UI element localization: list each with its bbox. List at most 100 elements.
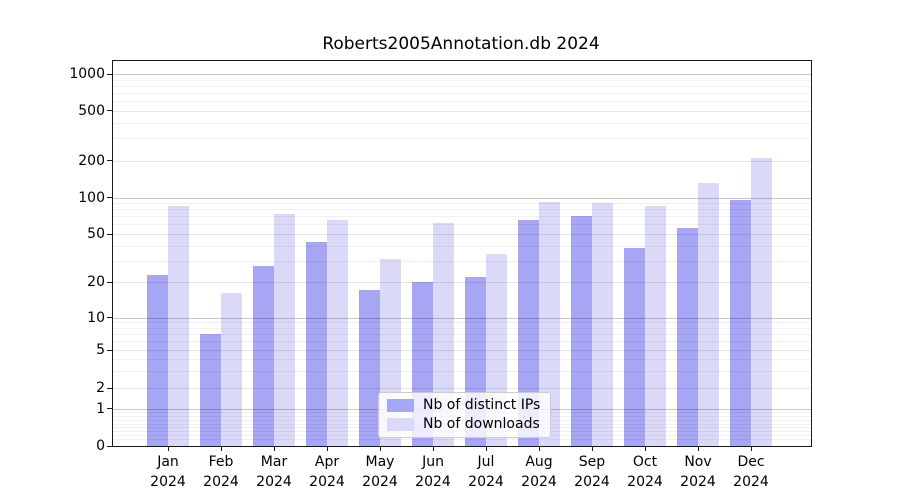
x-axis-tick-label: Oct 2024: [627, 454, 663, 490]
gridline: [113, 388, 811, 389]
bar-distinct-ips: [359, 290, 380, 446]
y-axis-tick-label: 5: [96, 342, 105, 358]
bar-downloads: [751, 157, 772, 446]
x-axis-tick: [485, 447, 487, 451]
minor-gridline: [113, 334, 811, 336]
bar-downloads: [433, 222, 454, 446]
bar-distinct-ips: [624, 248, 645, 446]
minor-gridline: [113, 438, 811, 440]
bar-downloads: [645, 206, 666, 446]
y-axis-tick: [107, 233, 112, 235]
minor-gridline: [113, 260, 811, 262]
minor-gridline: [113, 359, 811, 361]
minor-gridline: [113, 216, 811, 218]
x-axis-tick: [750, 447, 752, 451]
x-axis-tick: [220, 447, 222, 451]
y-axis-tick: [107, 197, 112, 198]
gridline: [113, 110, 811, 112]
bar-downloads: [592, 203, 613, 446]
x-axis-tick: [591, 447, 593, 451]
bar-downloads: [168, 206, 189, 446]
minor-gridline: [113, 79, 811, 81]
y-axis-tick-label: 20: [87, 274, 105, 290]
minor-gridline: [113, 100, 811, 102]
y-axis-tick: [107, 387, 112, 389]
plot-area: 0 1 2 5 10 20 50 100 200 500 1000 Jan 2024 Feb 2024 M…: [69, 60, 812, 490]
y-axis-tick: [107, 110, 112, 111]
bar-downloads: [698, 183, 719, 446]
y-axis-tick: [107, 349, 112, 351]
major-gridline: [113, 74, 811, 75]
legend-label: Nb of distinct IPs: [423, 397, 541, 413]
y-axis-tick-label: 500: [78, 102, 105, 119]
y-axis-tick: [107, 317, 112, 318]
legend-swatch-distinct-ips: [387, 399, 414, 412]
bar-downloads: [327, 220, 348, 446]
bar-distinct-ips: [200, 334, 221, 446]
x-axis-tick-label: Aug 2024: [521, 454, 557, 490]
x-axis-tick: [167, 447, 169, 451]
bar-distinct-ips: [253, 266, 274, 446]
minor-gridline: [113, 209, 811, 211]
bar-downloads: [221, 293, 242, 446]
gridline: [113, 160, 811, 162]
bar-downloads: [539, 201, 560, 446]
bar-distinct-ips: [571, 216, 592, 446]
y-axis-tick-label: 50: [87, 226, 105, 242]
bar-distinct-ips: [730, 200, 751, 446]
x-axis-tick: [432, 447, 434, 451]
y-axis-tick-label: 10: [87, 309, 105, 326]
minor-gridline: [113, 85, 811, 87]
y-axis-tick: [107, 160, 112, 161]
y-axis-tick-label: 1: [96, 400, 105, 417]
minor-gridline: [113, 245, 811, 247]
y-axis-tick: [107, 445, 112, 447]
x-axis-tick: [644, 447, 646, 451]
x-axis-tick: [538, 447, 540, 451]
major-gridline: [113, 317, 811, 319]
legend-item: Nb of distinct IPs: [387, 398, 540, 413]
gridline: [113, 350, 811, 351]
x-axis-tick-label: Apr 2024: [309, 454, 345, 490]
x-axis-tick: [326, 447, 328, 451]
minor-gridline: [113, 122, 811, 124]
bar-downloads: [274, 214, 295, 446]
x-axis-tick-label: Mar 2024: [256, 454, 292, 490]
chart-title: Roberts2005Annotation.db 2024: [322, 34, 600, 54]
gridline: [113, 282, 811, 283]
legend-swatch-downloads: [387, 418, 414, 431]
y-axis-tick-label: 1000: [69, 66, 105, 82]
major-gridline: [113, 197, 811, 199]
minor-gridline: [113, 341, 811, 343]
x-axis-tick-label: Dec 2024: [733, 454, 769, 490]
legend: Nb of distinct IPs Nb of downloads: [378, 392, 552, 438]
x-axis-tick-label: Nov 2024: [680, 454, 716, 490]
x-axis-tick-label: Jun 2024: [415, 454, 451, 490]
legend-label: Nb of downloads: [423, 416, 540, 432]
legend-item: Nb of downloads: [387, 417, 540, 432]
minor-gridline: [113, 92, 811, 94]
x-axis-tick-label: Sep 2024: [574, 454, 610, 490]
minor-gridline: [113, 203, 811, 205]
bar-distinct-ips: [147, 274, 168, 446]
y-axis-tick: [107, 281, 112, 283]
gridline: [113, 234, 811, 235]
x-axis-tick-label: May 2024: [362, 454, 398, 490]
x-axis-tick-label: Feb 2024: [203, 454, 239, 490]
x-axis-tick-label: Jul 2024: [468, 454, 504, 490]
bar-distinct-ips: [306, 241, 327, 446]
y-axis-tick-label: 200: [78, 152, 105, 169]
minor-gridline: [113, 322, 811, 324]
x-axis-tick: [273, 447, 275, 451]
y-axis-tick-label: 2: [96, 380, 105, 396]
x-axis-tick: [697, 447, 699, 451]
minor-gridline: [113, 138, 811, 140]
x-axis-tick-label: Jan 2024: [150, 454, 186, 490]
y-axis-tick: [107, 408, 112, 409]
bar-distinct-ips: [518, 220, 539, 446]
minor-gridline: [113, 327, 811, 329]
bar-distinct-ips: [677, 228, 698, 446]
y-axis-tick-label: 100: [78, 189, 105, 206]
minor-gridline: [113, 371, 811, 373]
